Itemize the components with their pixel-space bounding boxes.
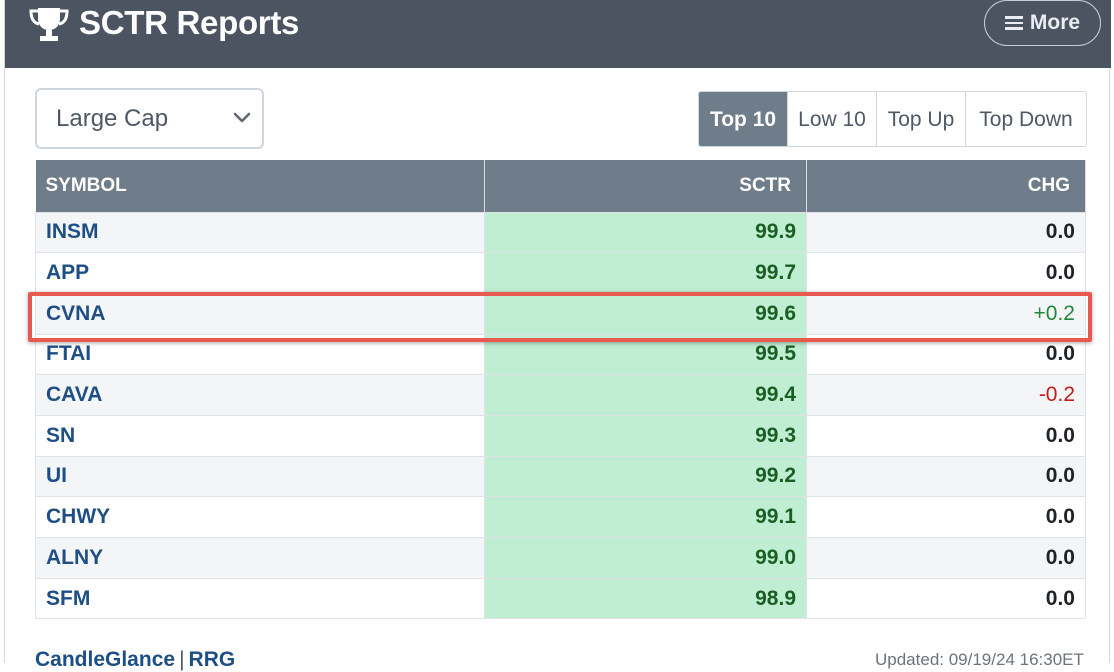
sctr-value: 99.3 bbox=[484, 414, 807, 457]
tab-low-10[interactable]: Low 10 bbox=[787, 92, 876, 146]
footer-links: CandleGlance | RRG bbox=[35, 648, 235, 672]
table-row[interactable]: CHWY 99.1 0.0 bbox=[35, 496, 1086, 538]
column-header-sctr[interactable]: SCTR bbox=[484, 160, 807, 212]
symbol-link[interactable]: UI bbox=[35, 455, 485, 498]
tab-top-up[interactable]: Top Up bbox=[876, 92, 965, 146]
change-value: 0.0 bbox=[806, 496, 1086, 538]
universe-select[interactable]: Large Cap bbox=[35, 88, 264, 149]
table-row[interactable]: CVNA 99.6 +0.2 bbox=[35, 292, 1086, 335]
candleglance-link[interactable]: CandleGlance bbox=[35, 648, 176, 671]
table-row[interactable]: INSM 99.9 0.0 bbox=[35, 211, 1086, 254]
symbol-link[interactable]: INSM bbox=[35, 211, 485, 254]
symbol-link[interactable]: CHWY bbox=[35, 496, 485, 538]
page-title: SCTR Reports bbox=[79, 4, 300, 41]
tab-top-10[interactable]: Top 10 bbox=[699, 92, 787, 146]
sctr-reports-panel: SCTR Reports More Large Cap Top 10 Low 1… bbox=[4, 0, 1111, 671]
universe-select-value: Large Cap bbox=[56, 105, 169, 132]
rrg-link[interactable]: RRG bbox=[188, 648, 236, 671]
column-header-symbol[interactable]: SYMBOL bbox=[35, 160, 485, 212]
more-menu-button[interactable]: More bbox=[984, 0, 1101, 46]
change-value: 0.0 bbox=[806, 252, 1086, 294]
change-value: 0.0 bbox=[806, 455, 1086, 498]
sctr-value: 99.4 bbox=[484, 374, 807, 416]
sctr-value: 99.0 bbox=[484, 537, 807, 579]
change-value: +0.2 bbox=[806, 292, 1086, 335]
table-row[interactable]: UI 99.2 0.0 bbox=[35, 455, 1086, 498]
change-value: 0.0 bbox=[806, 333, 1086, 376]
table-row[interactable]: CAVA 99.4 -0.2 bbox=[35, 374, 1086, 416]
symbol-link[interactable]: APP bbox=[35, 252, 485, 294]
footer-separator: | bbox=[179, 648, 185, 671]
chevron-down-icon bbox=[233, 112, 251, 123]
sctr-value: 99.5 bbox=[484, 333, 807, 376]
report-type-tabs: Top 10 Low 10 Top Up Top Down bbox=[698, 91, 1087, 147]
updated-timestamp: Updated: 09/19/24 16:30ET bbox=[875, 650, 1084, 669]
change-value: 0.0 bbox=[806, 577, 1086, 620]
symbol-link[interactable]: CVNA bbox=[35, 292, 485, 335]
column-header-chg[interactable]: CHG bbox=[806, 160, 1086, 212]
change-value: 0.0 bbox=[806, 211, 1086, 254]
table-header-row: SYMBOL SCTR CHG bbox=[35, 160, 1086, 212]
sctr-value: 99.7 bbox=[484, 252, 807, 294]
symbol-link[interactable]: ALNY bbox=[35, 537, 485, 579]
sctr-value: 99.9 bbox=[484, 211, 807, 254]
table-row[interactable]: APP 99.7 0.0 bbox=[35, 252, 1086, 294]
symbol-link[interactable]: CAVA bbox=[35, 374, 485, 416]
sctr-value: 99.2 bbox=[484, 455, 807, 498]
panel-header: SCTR Reports More bbox=[5, 0, 1111, 68]
change-value: 0.0 bbox=[806, 537, 1086, 579]
sctr-table: SYMBOL SCTR CHG INSM 99.9 0.0 APP 99.7 0.0 CVN… bbox=[35, 160, 1086, 620]
sctr-value: 99.1 bbox=[484, 496, 807, 538]
symbol-link[interactable]: FTAI bbox=[35, 333, 485, 376]
more-label: More bbox=[1029, 11, 1081, 34]
symbol-link[interactable]: SN bbox=[35, 414, 485, 457]
table-row[interactable]: FTAI 99.5 0.0 bbox=[35, 333, 1086, 376]
tab-top-down[interactable]: Top Down bbox=[965, 92, 1086, 146]
table-row[interactable]: ALNY 99.0 0.0 bbox=[35, 537, 1086, 579]
change-value: 0.0 bbox=[806, 414, 1086, 457]
symbol-link[interactable]: SFM bbox=[35, 577, 485, 620]
sctr-value: 98.9 bbox=[484, 577, 807, 620]
table-row[interactable]: SFM 98.9 0.0 bbox=[35, 577, 1086, 620]
hamburger-menu-icon bbox=[1004, 16, 1023, 30]
change-value: -0.2 bbox=[806, 374, 1086, 416]
table-row[interactable]: SN 99.3 0.0 bbox=[35, 414, 1086, 457]
trophy-icon bbox=[29, 8, 69, 41]
sctr-value: 99.6 bbox=[484, 292, 807, 335]
